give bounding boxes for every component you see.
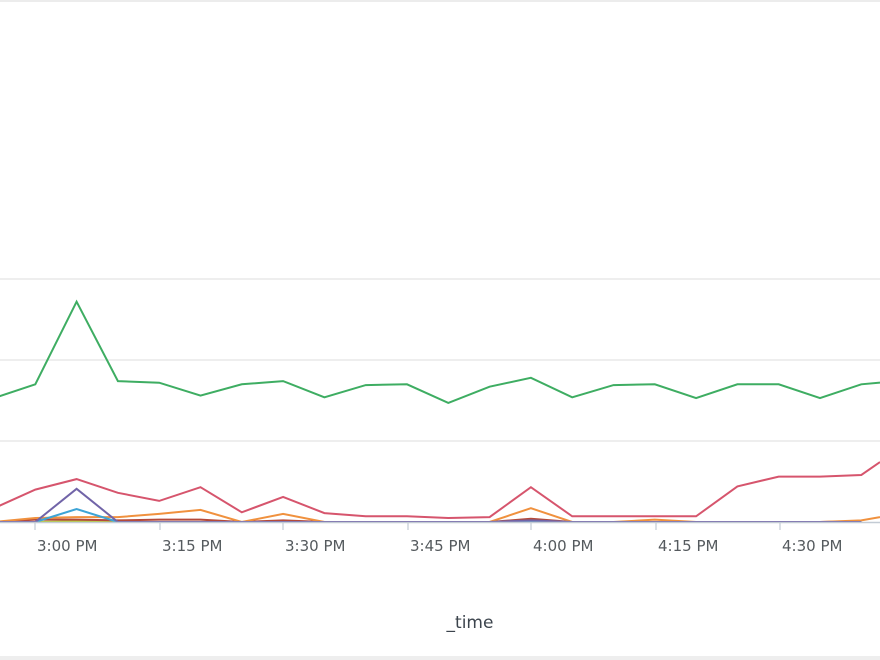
- chart-top-border: [0, 0, 880, 2]
- x-tick-label: 3:45 PM: [410, 537, 470, 555]
- x-tick-label: 4:30 PM: [782, 537, 842, 555]
- x-axis: 3:00 PM 3:15 PM 3:30 PM 3:45 PM 4:00 PM 4:15 …: [0, 521, 880, 555]
- gridlines: [0, 278, 880, 442]
- chart-bottom-border: [0, 656, 880, 660]
- x-tick-label: 3:00 PM: [37, 537, 97, 555]
- series-green-line: [0, 299, 880, 404]
- x-tick-label: 3:30 PM: [285, 537, 345, 555]
- series-lines: [0, 299, 880, 524]
- x-tick-label: 4:15 PM: [658, 537, 718, 555]
- x-tick-label: 3:15 PM: [162, 537, 222, 555]
- series-red-line: [0, 461, 880, 520]
- x-axis-title: _time: [446, 613, 494, 633]
- x-tick-label: 4:00 PM: [533, 537, 593, 555]
